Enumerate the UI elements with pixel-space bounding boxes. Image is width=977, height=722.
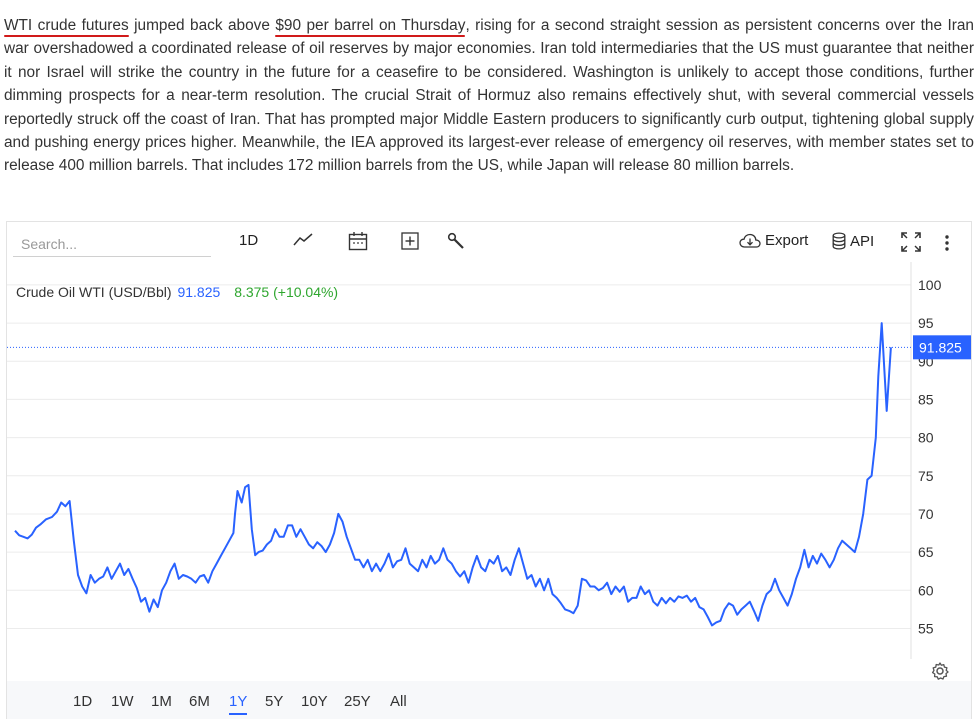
article-text-2: , rising for a second straight session a… — [4, 17, 974, 175]
article-text-1: jumped back above — [128, 17, 276, 34]
y-tick-label: 85 — [918, 391, 934, 407]
cloud-download-icon — [739, 233, 761, 248]
y-tick-label: 75 — [918, 468, 934, 484]
last-price-marker: 91.825 — [7, 335, 971, 360]
api-label: API — [850, 232, 875, 250]
price-line — [14, 322, 892, 627]
y-tick-label: 80 — [918, 430, 934, 446]
database-icon — [832, 232, 846, 250]
y-tick-label: 60 — [918, 582, 934, 598]
article-paragraph: WTI crude futures jumped back above $90 … — [4, 14, 974, 178]
fullscreen-icon[interactable] — [901, 232, 921, 252]
range-1m[interactable]: 1M — [151, 693, 172, 710]
range-1d[interactable]: 1D — [73, 693, 93, 710]
search-input[interactable] — [13, 231, 211, 257]
settings-gear-icon[interactable] — [931, 662, 949, 685]
range-selector: 1D 1W 1M 6M 1Y 5Y 10Y 25Y All — [7, 659, 971, 719]
chart-toolbar: 1D Export API — [7, 222, 971, 262]
last-price-badge — [913, 335, 971, 360]
calendar-icon[interactable] — [348, 231, 368, 251]
range-5y[interactable]: 5Y — [265, 693, 284, 710]
range-all[interactable]: All — [390, 693, 407, 710]
chart-legend: Crude Oil WTI (USD/Bbl) 91.825 8.375 (+1… — [16, 284, 338, 300]
chart-grid — [7, 262, 912, 659]
highlight-price-thursday: $90 per barrel on Thursday — [275, 17, 466, 34]
legend-price: 91.825 — [177, 284, 221, 300]
highlight-wti-crude-futures: WTI crude futures — [4, 17, 129, 34]
y-tick-label: 95 — [918, 315, 934, 331]
interval-button[interactable]: 1D — [239, 232, 259, 249]
last-price-label: 91.825 — [919, 339, 962, 355]
price-series — [14, 322, 892, 627]
y-tick-label: 65 — [918, 544, 934, 560]
legend-change: 8.375 (+10.04%) — [234, 284, 339, 300]
range-25y[interactable]: 25Y — [344, 693, 371, 710]
export-label: Export — [765, 232, 809, 249]
add-indicator-icon[interactable] — [401, 232, 419, 250]
y-tick-label: 70 — [918, 506, 934, 522]
api-button[interactable]: API — [832, 232, 874, 250]
more-options-icon[interactable] — [944, 234, 950, 252]
range-1w[interactable]: 1W — [111, 693, 134, 710]
legend-symbol: Crude Oil WTI (USD/Bbl) — [16, 284, 172, 300]
chart-widget: 1D Export API Crude Oil WTI (USD/Bbl) — [6, 221, 972, 719]
y-tick-label: 55 — [918, 620, 934, 636]
y-tick-label: 100 — [918, 277, 942, 293]
export-button[interactable]: Export — [739, 232, 808, 249]
range-6m[interactable]: 6M — [189, 693, 210, 710]
line-chart-icon[interactable] — [293, 233, 313, 247]
wrench-icon[interactable] — [447, 232, 465, 250]
range-10y[interactable]: 10Y — [301, 693, 328, 710]
range-1y[interactable]: 1Y — [229, 693, 248, 715]
